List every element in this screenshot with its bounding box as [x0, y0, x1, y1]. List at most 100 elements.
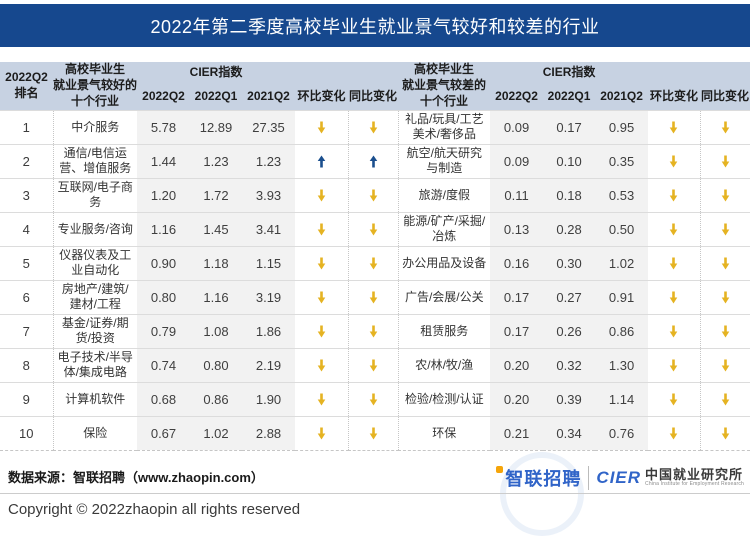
- trend-down-arrow-icon: [648, 109, 701, 144]
- trend-down-arrow-icon: [347, 313, 399, 348]
- cier-value-cell: 0.26: [543, 313, 596, 348]
- cier-value-cell: 1.86: [242, 313, 296, 348]
- cier-value-cell: 0.91: [595, 279, 649, 314]
- table-row: 6 房地产/建筑/建材/工程 0.80 1.16 3.19 广告/会展/公关 0.17 0.2…: [0, 279, 750, 314]
- cier-value-cell: 0.09: [490, 143, 544, 178]
- bad-industry-cell: 旅游/度假: [397, 177, 491, 212]
- rank-cell: 8: [0, 347, 54, 382]
- cier-value-cell: 1.23: [242, 143, 296, 178]
- cier-value-cell: 12.89: [190, 109, 242, 144]
- good-industry-cell: 仪器仪表及工业自动化: [53, 245, 137, 280]
- cier-value-cell: 0.17: [543, 109, 596, 144]
- cier-value-cell: 1.02: [190, 415, 242, 450]
- trend-down-arrow-icon: [648, 347, 701, 382]
- cier-value-cell: 1.90: [242, 381, 296, 416]
- cier-value-cell: 0.21: [490, 415, 544, 450]
- trend-down-arrow-icon: [699, 313, 750, 348]
- trend-down-arrow-icon: [347, 109, 399, 144]
- header-yoy-right: 同比变化: [700, 84, 750, 110]
- cier-value-cell: 0.17: [490, 279, 544, 314]
- good-industry-cell: 计算机软件: [53, 381, 137, 416]
- cier-value-cell: 3.19: [242, 279, 296, 314]
- bad-industry-cell: 航空/航天研究与制造: [397, 143, 491, 178]
- rank-cell: 9: [0, 381, 54, 416]
- table-row: 1 中介服务 5.78 12.89 27.35 礼品/玩具/工艺美术/奢侈品 0.09 0.1…: [0, 109, 750, 144]
- header-yoy-left: 同比变化: [348, 84, 399, 110]
- cier-value-cell: 1.16: [190, 279, 242, 314]
- trend-down-arrow-icon: [699, 381, 750, 416]
- zhaopin-logo-dot-icon: [496, 466, 504, 473]
- trend-down-arrow-icon: [699, 177, 750, 212]
- table-header: 2022Q2 排名 高校毕业生 就业景气较好的 十个行业 CIER指数 高校毕业…: [0, 62, 750, 110]
- cier-value-cell: 1.45: [190, 211, 242, 246]
- trend-down-arrow-icon: [347, 211, 399, 246]
- page-title: 2022年第二季度高校毕业生就业景气较好和较差的行业: [150, 16, 600, 37]
- trend-down-arrow-icon: [648, 211, 701, 246]
- cier-value-cell: 1.20: [137, 177, 190, 212]
- cier-value-cell: 1.02: [595, 245, 649, 280]
- trend-down-arrow-icon: [295, 347, 349, 382]
- cier-logo: CIER 中国就业研究所 China Institute for Employm…: [596, 467, 744, 488]
- cier-value-cell: 0.35: [595, 143, 649, 178]
- trend-down-arrow-icon: [295, 381, 349, 416]
- header-2022q1-left: 2022Q1: [190, 84, 242, 110]
- cier-value-cell: 0.95: [595, 109, 649, 144]
- cier-value-cell: 0.86: [595, 313, 649, 348]
- copyright-text: Copyright © 2022zhaopin all rights reser…: [8, 501, 301, 518]
- table-row: 5 仪器仪表及工业自动化 0.90 1.18 1.15 办公用品及设备 0.16 0.30 1.…: [0, 245, 750, 280]
- table-row: 8 电子技术/半导体/集成电路 0.74 0.80 2.19 农/林/牧/渔 0.20 0.3…: [0, 347, 750, 382]
- rank-cell: 1: [0, 109, 54, 144]
- bad-industry-cell: 环保: [397, 415, 491, 450]
- header-rank: 2022Q2 排名: [0, 62, 53, 110]
- rank-cell: 6: [0, 279, 54, 314]
- trend-down-arrow-icon: [295, 177, 349, 212]
- trend-down-arrow-icon: [347, 347, 399, 382]
- trend-down-arrow-icon: [347, 381, 399, 416]
- cier-value-cell: 0.17: [490, 313, 544, 348]
- header-2022q2-left: 2022Q2: [137, 84, 190, 110]
- cier-value-cell: 0.39: [543, 381, 596, 416]
- logo-divider: [588, 466, 590, 490]
- trend-down-arrow-icon: [699, 347, 750, 382]
- trend-down-arrow-icon: [699, 109, 750, 144]
- good-industry-cell: 电子技术/半导体/集成电路: [53, 347, 137, 382]
- trend-down-arrow-icon: [648, 279, 701, 314]
- trend-down-arrow-icon: [347, 415, 399, 450]
- cier-value-cell: 0.18: [543, 177, 596, 212]
- good-industry-cell: 房地产/建筑/建材/工程: [53, 279, 137, 314]
- good-industry-cell: 互联网/电子商务: [53, 177, 137, 212]
- cier-value-cell: 0.68: [137, 381, 190, 416]
- cier-value-cell: 1.18: [190, 245, 242, 280]
- cier-logo-cn: 中国就业研究所: [645, 467, 744, 483]
- cier-value-cell: 0.13: [490, 211, 544, 246]
- cier-value-cell: 2.19: [242, 347, 296, 382]
- table-row: 10 保险 0.67 1.02 2.88 环保 0.21 0.34 0.76: [0, 415, 750, 450]
- bad-industry-cell: 礼品/玩具/工艺美术/奢侈品: [397, 109, 491, 144]
- bad-industry-cell: 办公用品及设备: [397, 245, 491, 280]
- data-source-line: 数据来源：智联招聘（www.zhaopin.com）: [8, 470, 264, 485]
- trend-down-arrow-icon: [648, 143, 701, 178]
- title-bar: 2022年第二季度高校毕业生就业景气较好和较差的行业: [0, 4, 750, 47]
- trend-down-arrow-icon: [295, 211, 349, 246]
- trend-down-arrow-icon: [648, 313, 701, 348]
- cier-value-cell: 0.30: [543, 245, 596, 280]
- cier-value-cell: 0.74: [137, 347, 190, 382]
- rank-cell: 2: [0, 143, 54, 178]
- trend-down-arrow-icon: [295, 415, 349, 450]
- cier-value-cell: 1.72: [190, 177, 242, 212]
- cier-value-cell: 0.79: [137, 313, 190, 348]
- trend-down-arrow-icon: [699, 415, 750, 450]
- rank-cell: 3: [0, 177, 54, 212]
- bad-industry-cell: 能源/矿产/采掘/冶炼: [397, 211, 491, 246]
- cier-value-cell: 1.23: [190, 143, 242, 178]
- cier-value-cell: 27.35: [242, 109, 296, 144]
- cier-value-cell: 0.80: [190, 347, 242, 382]
- cier-value-cell: 0.86: [190, 381, 242, 416]
- trend-down-arrow-icon: [295, 109, 349, 144]
- trend-down-arrow-icon: [648, 415, 701, 450]
- bad-industry-cell: 广告/会展/公关: [397, 279, 491, 314]
- good-industry-cell: 中介服务: [53, 109, 137, 144]
- footer-divider: [0, 493, 750, 494]
- header-2021q2-right: 2021Q2: [595, 84, 649, 110]
- header-cier-group-left: CIER指数: [137, 62, 296, 84]
